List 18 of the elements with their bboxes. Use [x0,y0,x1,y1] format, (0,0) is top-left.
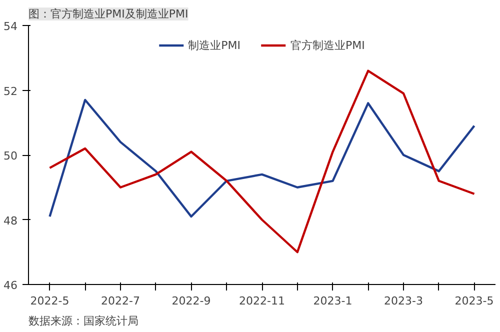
x-tick-label: 2022-7 [101,294,140,308]
y-tick-label: 54 [4,20,18,33]
legend-label: 官方制造业PMI [290,38,365,52]
source-note: 数据来源：国家统计局 [28,314,138,328]
y-tick-label: 50 [4,150,18,162]
x-tick-label: 2023-1 [313,294,352,308]
x-tick-label: 2022-11 [239,294,285,308]
x-tick-label: 2022-9 [172,294,211,308]
chart-title: 图：官方制造业PMI及制造业PMI [28,8,188,20]
legend-label: 制造业PMI [188,38,240,52]
x-tick-label: 2023-3 [384,294,424,308]
x-tick-label: 2022-5 [30,294,70,308]
y-tick-label: 46 [4,279,18,292]
line-series [48,98,476,218]
line-series [48,70,476,254]
y-tick-label: 52 [4,84,18,98]
y-tick-label: 48 [4,214,18,228]
x-tick-label: 2023-5 [454,294,494,308]
